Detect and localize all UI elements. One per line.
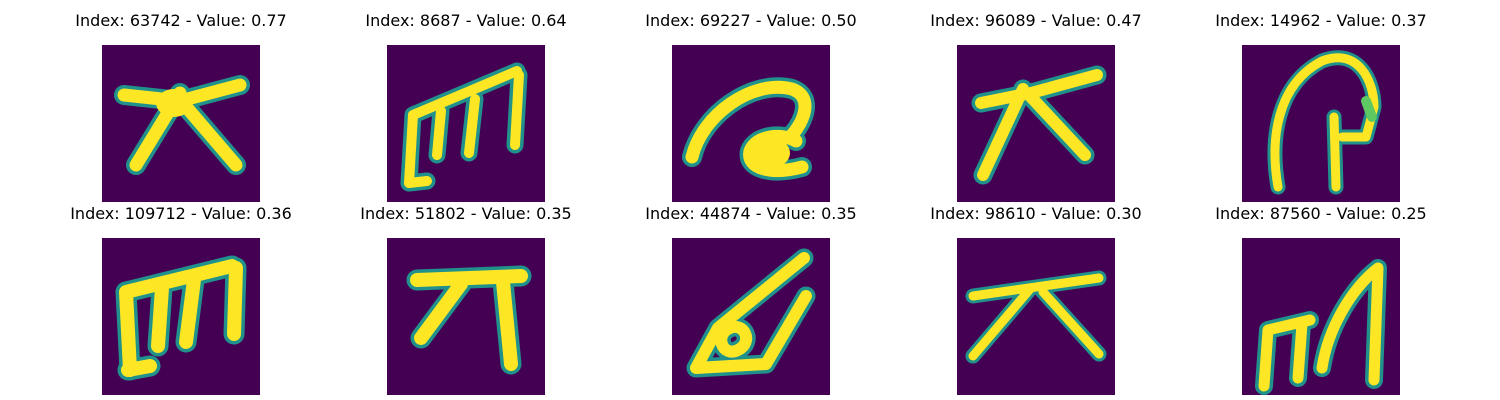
panel-title: Index: 109712 - Value: 0.36: [70, 204, 292, 223]
star-stroke-glyph-icon: [971, 65, 1107, 185]
panel-title: Index: 63742 - Value: 0.77: [75, 11, 287, 30]
m-shape-glyph-icon: [400, 62, 528, 192]
glyph-image: [102, 45, 260, 202]
panel-6: Index: 109712 - Value: 0.36: [66, 203, 296, 395]
glyph-image: [1242, 238, 1400, 395]
glyph-image: [387, 45, 545, 202]
panel-title: Index: 69227 - Value: 0.50: [645, 11, 857, 30]
glyph-image: [957, 45, 1115, 202]
bar-hook-glyph-icon: [406, 265, 532, 375]
panel-title: Index: 87560 - Value: 0.25: [1215, 204, 1427, 223]
star-stroke-glyph-icon: [965, 270, 1107, 364]
panel-1: Index: 63742 - Value: 0.77: [66, 10, 296, 202]
glyph-image: [957, 238, 1115, 395]
a-loop-glyph-icon: [682, 77, 815, 181]
panel-title: Index: 96089 - Value: 0.47: [930, 11, 1142, 30]
panel-9: Index: 98610 - Value: 0.30: [921, 203, 1151, 395]
star-stroke-glyph-icon: [114, 75, 250, 175]
panel-5: Index: 14962 - Value: 0.37: [1206, 10, 1436, 202]
panel-title: Index: 8687 - Value: 0.64: [365, 11, 567, 30]
panel-8: Index: 44874 - Value: 0.35: [636, 203, 866, 395]
panel-3: Index: 69227 - Value: 0.50: [636, 10, 866, 202]
panel-2: Index: 8687 - Value: 0.64: [351, 10, 581, 202]
m-shape-glyph-icon: [115, 255, 247, 381]
panel-10: Index: 87560 - Value: 0.25: [1206, 203, 1436, 395]
glyph-image: [387, 238, 545, 395]
m-shape-glyph-icon: [1255, 259, 1387, 395]
hook-arch-glyph-icon: [1267, 50, 1382, 195]
panel-title: Index: 98610 - Value: 0.30: [930, 204, 1142, 223]
panel-title: Index: 51802 - Value: 0.35: [360, 204, 572, 223]
panel-title: Index: 14962 - Value: 0.37: [1215, 11, 1427, 30]
glyph-image: [102, 238, 260, 395]
glyph-image: [672, 45, 830, 202]
glyph-image: [1242, 45, 1400, 202]
panel-7: Index: 51802 - Value: 0.35: [351, 203, 581, 395]
leaf-loop-glyph-icon: [686, 248, 816, 378]
panel-4: Index: 96089 - Value: 0.47: [921, 10, 1151, 202]
glyph-image: [672, 238, 830, 395]
panel-title: Index: 44874 - Value: 0.35: [645, 204, 857, 223]
